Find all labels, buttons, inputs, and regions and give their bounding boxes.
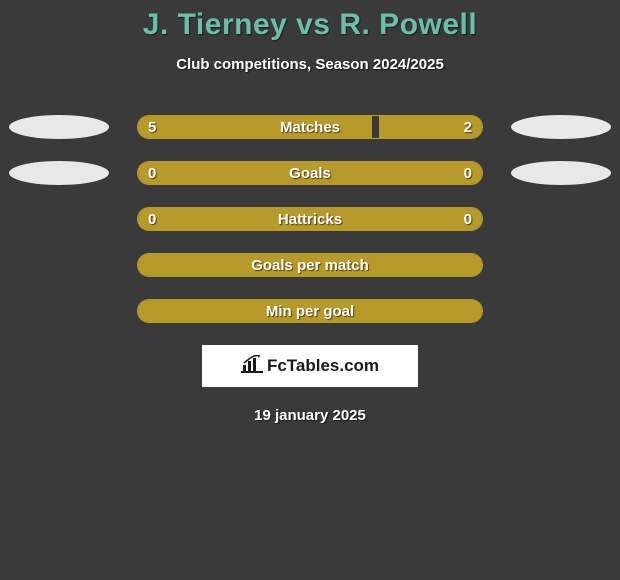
page-title: J. Tierney vs R. Powell bbox=[0, 8, 620, 42]
stat-left-value: 5 bbox=[148, 119, 156, 136]
stat-right-value: 2 bbox=[464, 119, 472, 136]
player-right-badge bbox=[511, 161, 611, 185]
logo: FcTables.com bbox=[241, 355, 379, 378]
stat-label: Goals bbox=[289, 165, 331, 182]
player-left-badge bbox=[9, 161, 109, 185]
stat-label: Matches bbox=[280, 119, 340, 136]
player-right-badge bbox=[511, 115, 611, 139]
stat-bar: 0 Goals 0 bbox=[137, 161, 483, 185]
stat-row: Min per goal bbox=[0, 299, 620, 323]
stat-rows: 5 Matches 2 0 Goals 0 0 Hattricks 0 Goals per mat… bbox=[0, 115, 620, 323]
stat-left-value: 0 bbox=[148, 165, 156, 182]
stat-label: Hattricks bbox=[278, 211, 342, 228]
logo-text: FcTables.com bbox=[267, 356, 379, 376]
stat-right-value: 0 bbox=[464, 165, 472, 182]
stat-row: 5 Matches 2 bbox=[0, 115, 620, 139]
chart-icon bbox=[241, 355, 263, 378]
stat-label: Goals per match bbox=[251, 257, 369, 274]
subtitle: Club competitions, Season 2024/2025 bbox=[0, 56, 620, 73]
stat-right-value: 0 bbox=[464, 211, 472, 228]
stats-comparison-card: J. Tierney vs R. Powell Club competition… bbox=[0, 0, 620, 424]
stat-row: 0 Hattricks 0 bbox=[0, 207, 620, 231]
stat-bar: Goals per match bbox=[137, 253, 483, 277]
stat-left-value: 0 bbox=[148, 211, 156, 228]
stat-row: 0 Goals 0 bbox=[0, 161, 620, 185]
stat-bar: Min per goal bbox=[137, 299, 483, 323]
player-left-badge bbox=[9, 115, 109, 139]
stat-label: Min per goal bbox=[266, 303, 354, 320]
stat-bar: 5 Matches 2 bbox=[137, 115, 483, 139]
date-label: 19 january 2025 bbox=[0, 407, 620, 424]
logo-box: FcTables.com bbox=[202, 345, 418, 387]
stat-bar: 0 Hattricks 0 bbox=[137, 207, 483, 231]
stat-row: Goals per match bbox=[0, 253, 620, 277]
